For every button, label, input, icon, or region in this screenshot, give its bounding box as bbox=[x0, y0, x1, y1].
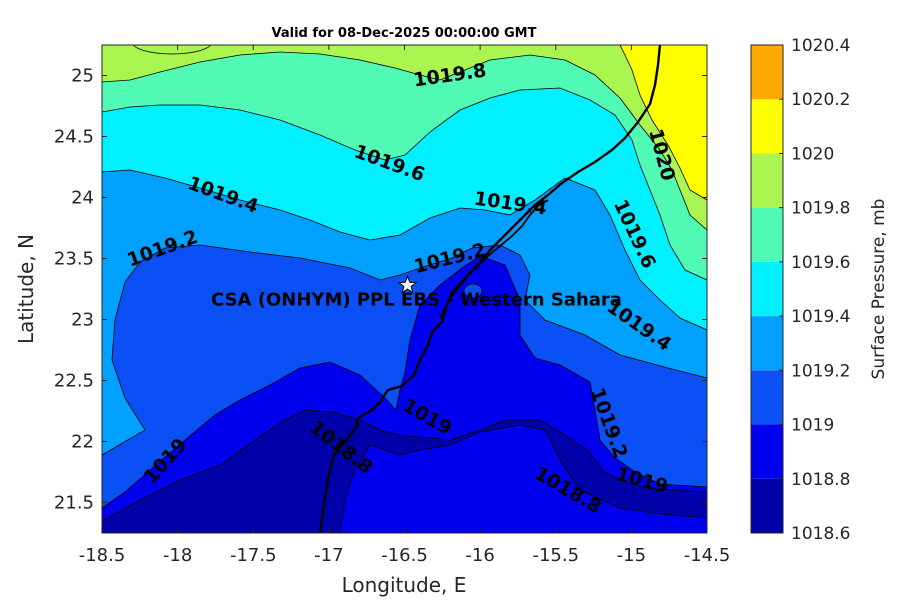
chart-title: Valid for 08-Dec-2025 00:00:00 GMT bbox=[272, 26, 537, 41]
colorbar-tick-label: 1019.8 bbox=[791, 199, 850, 219]
x-tick-label: -15 bbox=[617, 545, 646, 566]
colorbar-swatch bbox=[751, 370, 783, 425]
colorbar: 1018.6 1018.8 1019 1019.2 1019.4 1019.6 1019.8… bbox=[751, 36, 850, 544]
x-axis-ticks: -18.5 -18 -17.5 -17 -16.5 -16 -15.5 -15 -14.5 bbox=[79, 45, 731, 566]
y-axis-ticks: 21.5 22 22.5 23 23.5 24 24.5 25 bbox=[54, 66, 707, 514]
x-tick-label: -15.5 bbox=[532, 545, 579, 566]
x-tick-label: -18 bbox=[163, 545, 192, 566]
y-tick-label: 23 bbox=[71, 310, 94, 331]
colorbar-tick-label: 1019.4 bbox=[791, 307, 850, 327]
y-tick-label: 24 bbox=[71, 188, 94, 209]
x-tick-label: -14.5 bbox=[684, 545, 731, 566]
small-low-center bbox=[463, 283, 483, 299]
band-1020 bbox=[619, 45, 707, 201]
y-tick-label: 22.5 bbox=[54, 371, 94, 392]
y-tick-label: 23.5 bbox=[54, 249, 94, 270]
colorbar-tick-label: 1019.6 bbox=[791, 253, 850, 273]
colorbar-swatch bbox=[751, 261, 783, 317]
colorbar-swatch bbox=[751, 478, 783, 533]
y-axis-label: Latitude, N bbox=[14, 234, 38, 344]
colorbar-swatch bbox=[751, 316, 783, 371]
x-tick-label: -16 bbox=[465, 545, 494, 566]
y-tick-label: 22 bbox=[71, 432, 94, 453]
colorbar-tick-label: 1020.4 bbox=[791, 36, 850, 56]
station-star-icon bbox=[397, 274, 418, 294]
y-tick-label: 24.5 bbox=[54, 127, 94, 148]
colorbar-swatch bbox=[751, 99, 783, 154]
y-tick-label: 25 bbox=[71, 66, 94, 87]
band-1019-4 bbox=[102, 45, 707, 331]
colorbar-tick-label: 1019.2 bbox=[791, 361, 850, 381]
colorbar-frame bbox=[750, 44, 784, 534]
colorbar-swatch bbox=[751, 207, 783, 262]
colorbar-tick-label: 1020 bbox=[791, 144, 834, 164]
colorbar-tick-label: 1020.2 bbox=[791, 90, 850, 110]
colorbar-tick-label: 1019 bbox=[791, 416, 834, 436]
colorbar-tick-label: 1018.8 bbox=[791, 470, 850, 490]
colorbar-swatch bbox=[751, 424, 783, 479]
x-tick-label: -16.5 bbox=[381, 545, 428, 566]
coastline-inner bbox=[439, 199, 549, 319]
band-1019-6 bbox=[102, 45, 707, 281]
station-label: CSA (ONHYM) PPL EBS - Western Sahara bbox=[211, 289, 622, 310]
coastline bbox=[318, 45, 662, 533]
x-tick-label: -18.5 bbox=[79, 545, 126, 566]
colorbar-label: Surface Pressure, mb bbox=[869, 199, 889, 380]
x-tick-label: -17 bbox=[314, 545, 343, 566]
small-high-left bbox=[132, 45, 212, 55]
x-axis-label: Longitude, E bbox=[342, 573, 467, 597]
colorbar-swatch bbox=[751, 153, 783, 208]
colorbar-swatch bbox=[751, 45, 783, 100]
band-1018-8-lower bbox=[339, 424, 707, 533]
colorbar-tick-label: 1018.6 bbox=[791, 524, 850, 544]
y-tick-label: 21.5 bbox=[54, 493, 94, 514]
x-tick-label: -17.5 bbox=[230, 545, 277, 566]
